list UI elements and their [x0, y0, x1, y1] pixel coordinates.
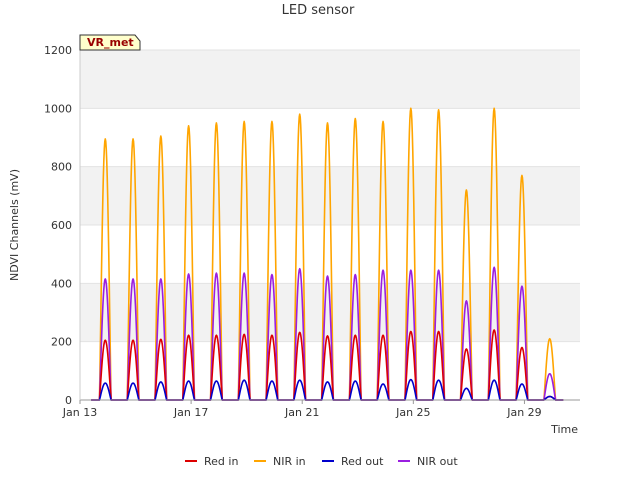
series-line-nir-in: [91, 107, 564, 401]
axes: [79, 50, 580, 401]
y-axis-ticks: 0 200 400 600 800 1000 1200: [44, 44, 72, 407]
y-tick-label: 1200: [44, 44, 72, 57]
x-tick-label: Jan 29: [506, 406, 541, 419]
legend-label-nir-in: NIR in: [273, 455, 306, 468]
legend: Red in NIR in Red out NIR out: [185, 455, 458, 468]
x-tick-label: Jan 13: [62, 406, 97, 419]
x-axis-label: Time: [550, 423, 578, 436]
legend-label-nir-out: NIR out: [417, 455, 458, 468]
y-tick-label: 600: [51, 219, 72, 232]
x-tick-label: Jan 21: [284, 406, 319, 419]
legend-label-red-out: Red out: [341, 455, 384, 468]
y-tick-label: 400: [51, 277, 72, 290]
y-tick-label: 0: [65, 394, 72, 407]
y-axis-label: NDVI Channels (mV): [8, 169, 21, 281]
x-axis-ticks: Jan 13 Jan 17 Jan 21 Jan 25 Jan 29: [62, 400, 542, 419]
x-tick-label: Jan 25: [395, 406, 430, 419]
series-line-red-out: [91, 378, 564, 401]
chart-title: LED sensor: [282, 3, 355, 18]
legend-label-red-in: Red in: [204, 455, 238, 468]
y-tick-label: 200: [51, 336, 72, 349]
x-tick-label: Jan 17: [173, 406, 208, 419]
plot-band: [80, 50, 580, 109]
station-badge-label: VR_met: [87, 36, 134, 49]
series-layer: [91, 107, 564, 401]
y-tick-label: 800: [51, 161, 72, 174]
station-badge: VR_met: [79, 34, 141, 51]
y-tick-label: 1000: [44, 102, 72, 115]
series-line-red-in: [91, 329, 564, 401]
series-line-nir-out: [91, 266, 564, 401]
